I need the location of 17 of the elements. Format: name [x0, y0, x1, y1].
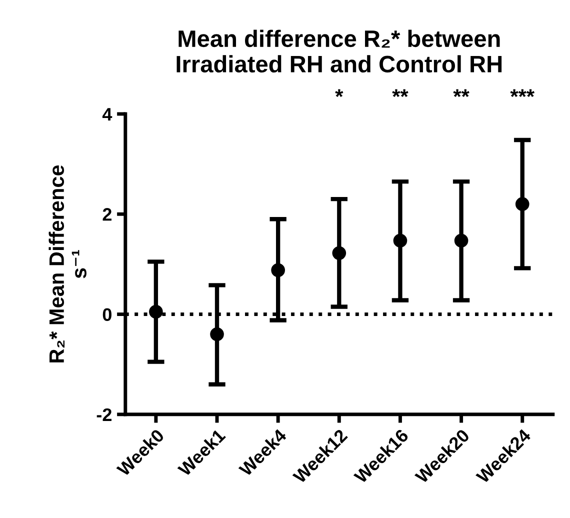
y-axis-title: R₂* Mean Difference s⁻¹: [48, 165, 86, 362]
point: [271, 263, 285, 278]
chart-title: Mean difference R₂* between Irradiated RH and Control RH: [176, 30, 502, 73]
point: [515, 197, 530, 211]
text: **: [392, 89, 408, 98]
point: [393, 234, 408, 248]
text: ***: [510, 89, 534, 98]
text: *: [335, 89, 344, 98]
point: [332, 246, 346, 260]
y-tick-label: 2: [102, 208, 112, 221]
y-tick-label: 0: [102, 308, 112, 321]
point: [149, 304, 163, 319]
point: [210, 327, 224, 342]
y-tick-label: -2: [96, 408, 112, 421]
text: **: [453, 89, 470, 98]
point: [454, 234, 468, 248]
y-tick-label: 4: [102, 108, 112, 120]
